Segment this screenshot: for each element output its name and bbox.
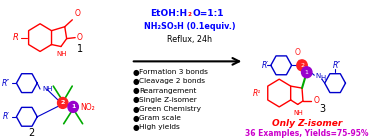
Text: Formation 3 bonds: Formation 3 bonds (139, 69, 208, 75)
Text: 36 Examples, Yields=75-95%: 36 Examples, Yields=75-95% (245, 129, 369, 138)
Text: O: O (74, 9, 80, 18)
Text: R′: R′ (3, 112, 10, 121)
Text: ●: ● (133, 86, 139, 95)
Text: 1: 1 (71, 104, 75, 109)
Text: ●: ● (133, 105, 139, 114)
Circle shape (302, 67, 312, 78)
Text: R: R (12, 33, 19, 42)
Text: 1: 1 (77, 44, 83, 54)
Text: 2: 2 (300, 63, 304, 68)
Circle shape (57, 97, 68, 108)
Text: NH: NH (293, 110, 303, 116)
Text: High yields: High yields (139, 125, 180, 131)
Text: ●: ● (133, 123, 139, 132)
Text: ●: ● (133, 95, 139, 104)
Text: Gram scale: Gram scale (139, 115, 181, 121)
Text: Rearrangement: Rearrangement (139, 88, 197, 94)
Circle shape (68, 101, 78, 112)
Text: 2: 2 (28, 128, 35, 138)
Text: 2: 2 (60, 100, 65, 106)
Text: NO₂: NO₂ (81, 103, 96, 112)
Text: ●: ● (133, 68, 139, 77)
Text: R′: R′ (262, 61, 269, 70)
Text: O=1:1: O=1:1 (192, 9, 224, 18)
Text: Green Chemistry: Green Chemistry (139, 106, 201, 112)
Text: 3: 3 (320, 104, 326, 114)
Text: ●: ● (133, 114, 139, 123)
Text: Reflux, 24h: Reflux, 24h (167, 35, 212, 44)
Text: EtOH:H: EtOH:H (150, 9, 187, 18)
Text: O: O (313, 96, 319, 106)
Text: H: H (320, 75, 325, 81)
Text: R″: R″ (2, 79, 10, 88)
Text: R¹: R¹ (253, 89, 261, 98)
Text: NH: NH (42, 86, 53, 92)
Text: O: O (77, 33, 83, 42)
Text: NH: NH (57, 51, 67, 57)
Text: R″: R″ (333, 61, 341, 70)
Text: 1: 1 (305, 70, 309, 75)
Text: Only Z-isomer: Only Z-isomer (272, 119, 342, 128)
Text: O: O (294, 48, 300, 57)
Text: Single Z-isomer: Single Z-isomer (139, 97, 197, 103)
Text: N: N (315, 73, 321, 79)
Text: NH₂SO₃H (0.1equiv.): NH₂SO₃H (0.1equiv.) (144, 22, 235, 31)
Circle shape (297, 60, 307, 71)
Text: Cleavage 2 bonds: Cleavage 2 bonds (139, 78, 205, 85)
Text: ●: ● (133, 77, 139, 86)
Text: ₂: ₂ (187, 9, 192, 18)
